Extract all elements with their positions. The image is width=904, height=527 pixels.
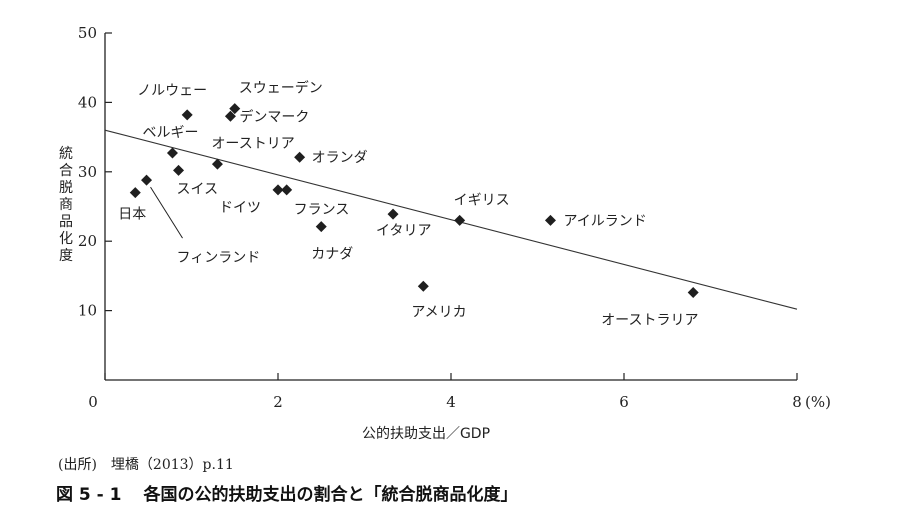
data-point-12	[387, 208, 399, 220]
x-tick-label-8: 8	[792, 393, 802, 411]
y-tick-label-20: 20	[78, 232, 97, 250]
point-label-15: アメリカ	[411, 304, 466, 320]
x-tick-label-6: 6	[619, 393, 629, 411]
data-point-14	[544, 214, 556, 226]
y-ticks: 10 20 30 40 50	[78, 24, 112, 320]
data-point-11	[315, 221, 327, 233]
point-label-7: 日本	[118, 207, 146, 223]
x-unit-label: (%)	[805, 393, 831, 411]
figure-title: 各国の公的扶助支出の割合と「統合脱商品化度」	[143, 485, 518, 505]
point-label-14: アイルランド	[563, 213, 646, 229]
y-tick-label-30: 30	[78, 163, 97, 181]
point-labels: ノルウェー スウェーデンデンマークベルギーオーストリアオランダスイス日本フィンラン…	[118, 80, 698, 329]
point-label-3: ベルギー	[142, 125, 198, 141]
figure-number: 図 5 - 1	[56, 485, 122, 505]
data-point-9	[272, 184, 284, 196]
point-label-9: ドイツ	[219, 200, 261, 216]
leader-line-finland	[150, 186, 183, 239]
y-tick-label-50: 50	[78, 24, 97, 42]
data-point-1	[229, 103, 241, 115]
data-point-3	[166, 147, 178, 159]
y-tick-label-10: 10	[78, 302, 97, 320]
data-point-0	[181, 109, 193, 121]
data-point-6	[173, 164, 185, 176]
data-point-5	[294, 151, 306, 163]
data-point-2	[224, 110, 236, 122]
y-tick-label-40: 40	[78, 93, 97, 111]
data-point-15	[417, 280, 429, 292]
point-label-6: スイス	[177, 181, 219, 197]
point-label-4: オーストリア	[211, 136, 294, 152]
data-point-13	[454, 214, 466, 226]
data-point-16	[687, 287, 699, 299]
data-point-8	[141, 174, 153, 186]
x-tick-label-2: 2	[273, 393, 283, 411]
x-ticks: 0 2 4 6 8	[88, 373, 802, 411]
point-label-13: イギリス	[454, 192, 510, 208]
point-label-12: イタリア	[376, 223, 431, 239]
point-label-10: フランス	[294, 202, 350, 218]
point-label-8: フィンランド	[177, 250, 261, 266]
point-label-0: ノルウェー	[137, 83, 207, 99]
point-label-2: デンマーク	[239, 108, 309, 125]
point-label-16: オーストラリア	[601, 313, 698, 329]
trendline	[104, 129, 798, 310]
point-label-5: オランダ	[312, 150, 368, 166]
data-point-10	[281, 184, 293, 196]
x-tick-label-4: 4	[446, 393, 456, 411]
x-axis-title: 公的扶助支出／GDP	[362, 426, 490, 442]
source-note: (出所) 埋橋（2013）p.11	[58, 457, 234, 473]
y-axis-title: 統合脱商品化度	[59, 146, 73, 264]
point-label-11: カナダ	[311, 247, 353, 263]
data-point-4	[211, 158, 223, 170]
data-point-7	[129, 187, 141, 199]
point-label-1: スウェーデン	[239, 80, 323, 97]
figure-caption: 図 5 - 1 各国の公的扶助支出の割合と「統合脱商品化度」	[56, 480, 517, 505]
data-points	[129, 103, 699, 299]
x-tick-label-0: 0	[88, 393, 98, 411]
